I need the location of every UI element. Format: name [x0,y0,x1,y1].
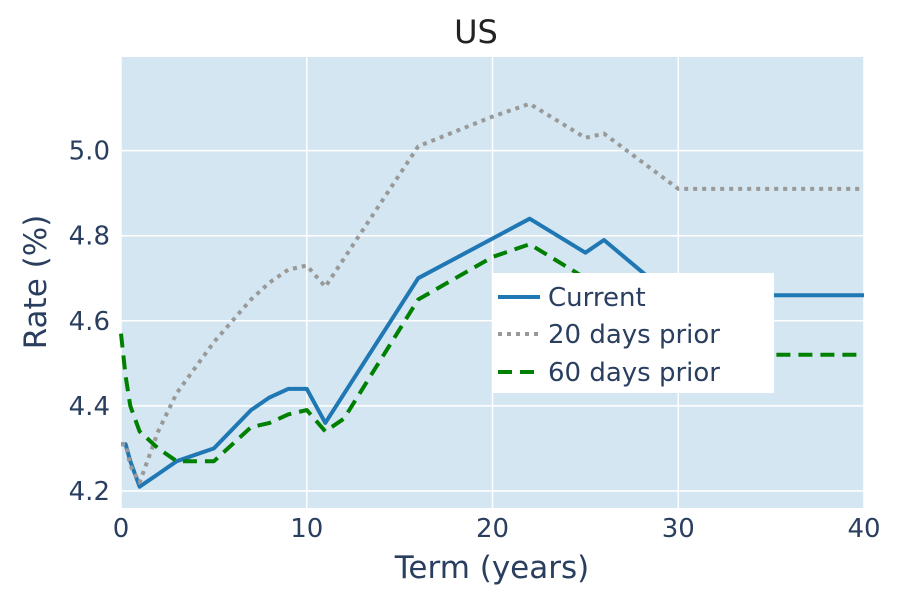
x-tick-label: 10 [290,514,323,544]
x-axis-title: Term (years) [394,550,590,586]
y-axis-title: Rate (%) [18,215,54,350]
y-tick-label: 5.0 [69,137,110,167]
x-tick-label: 0 [113,514,130,544]
legend-box [492,273,774,393]
x-tick-label: 30 [662,514,695,544]
series-line-current [121,216,864,489]
y-axis-ticks: 4.2 4.4 4.6 4.8 5.0 [69,137,110,507]
legend: Current 20 days prior 60 days prior [492,273,774,393]
series-line-20-days-prior [121,101,864,485]
y-tick-label: 4.2 [69,477,110,507]
y-tick-label: 4.4 [69,392,110,422]
chart-title: US [454,13,498,51]
x-tick-label: 40 [847,514,880,544]
x-axis-ticks: 0 10 20 30 40 [113,514,881,544]
y-tick-label: 4.8 [69,222,110,252]
legend-label-20-days: 20 days prior [548,320,720,350]
x-tick-label: 20 [476,514,509,544]
y-tick-label: 4.6 [69,307,110,337]
legend-label-60-days: 60 days prior [548,358,720,388]
legend-label-current: Current [548,283,646,313]
